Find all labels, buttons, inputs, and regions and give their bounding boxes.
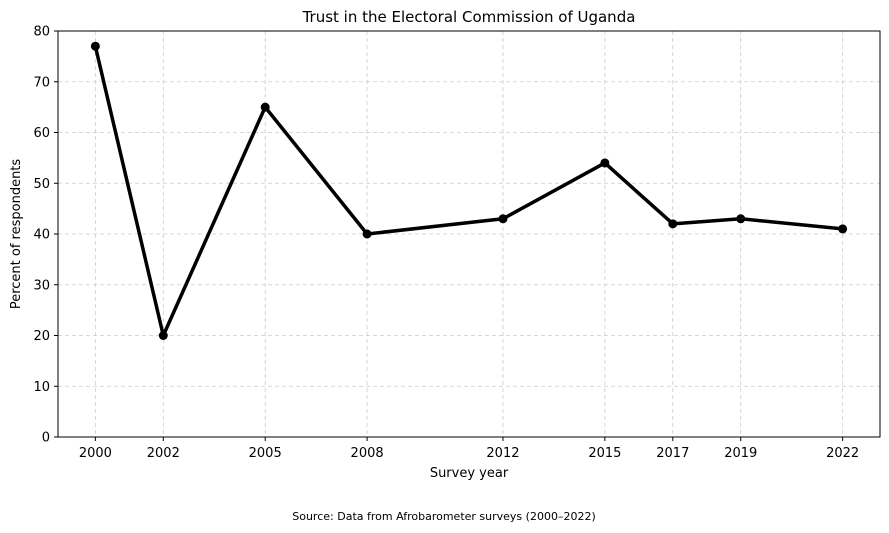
data-point — [668, 219, 678, 229]
y-tick-label: 10 — [33, 380, 50, 395]
x-tick-label: 2012 — [486, 446, 519, 461]
data-point — [260, 102, 270, 112]
y-tick-label: 30 — [33, 278, 50, 293]
source-note: Source: Data from Afrobarometer surveys … — [292, 510, 595, 523]
x-tick-label: 2017 — [656, 446, 689, 461]
x-tick-label: 2002 — [147, 446, 180, 461]
series-line — [93, 44, 845, 338]
chart-title: Trust in the Electoral Commission of Uga… — [302, 8, 636, 26]
y-tick-label: 0 — [42, 431, 50, 446]
y-tick-label: 50 — [33, 177, 50, 192]
y-tick-label: 40 — [33, 228, 50, 243]
x-tick-label: 2005 — [249, 446, 282, 461]
x-axis-label: Survey year — [430, 466, 509, 481]
data-point — [90, 41, 100, 51]
y-axis-label: Percent of respondents — [9, 159, 24, 310]
data-point — [736, 214, 746, 224]
plot-frame — [57, 30, 881, 438]
data-point — [600, 158, 610, 168]
y-tick-label: 80 — [33, 25, 50, 40]
x-tick-label: 2022 — [826, 446, 859, 461]
y-tick-label: 70 — [33, 75, 50, 90]
axes: 2000 2002 2005 2008 2012 2015 2017 2019 2022 0 10 2… — [33, 25, 881, 461]
grid — [58, 30, 880, 438]
x-tick-label: 2019 — [724, 446, 757, 461]
y-tick-label: 60 — [33, 126, 50, 141]
x-tick-label: 2008 — [351, 446, 384, 461]
series-line-layer — [93, 44, 845, 338]
y-tick-label: 20 — [33, 329, 50, 344]
data-point — [362, 229, 372, 239]
data-points — [90, 41, 848, 340]
data-point — [498, 214, 508, 224]
x-tick-label: 2015 — [588, 446, 621, 461]
x-tick-label: 2000 — [79, 446, 112, 461]
data-point — [158, 331, 168, 340]
data-point — [838, 224, 848, 234]
